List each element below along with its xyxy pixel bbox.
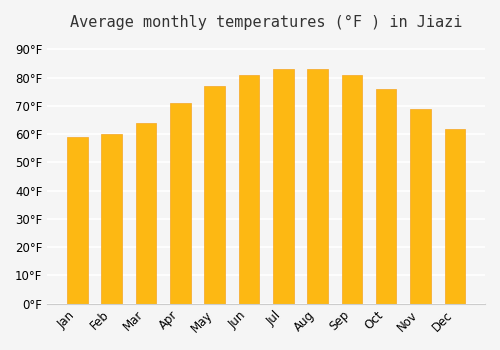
Title: Average monthly temperatures (°F ) in Jiazi: Average monthly temperatures (°F ) in Ji… [70,15,462,30]
Bar [204,86,225,304]
Bar [102,134,122,304]
Bar [308,69,328,304]
Bar [410,109,431,304]
Bar [444,128,465,304]
Bar [67,137,87,304]
Bar [136,123,156,304]
Bar [170,103,190,304]
Bar [238,75,260,304]
Bar [273,69,293,304]
Bar [376,89,396,304]
Bar [342,75,362,304]
